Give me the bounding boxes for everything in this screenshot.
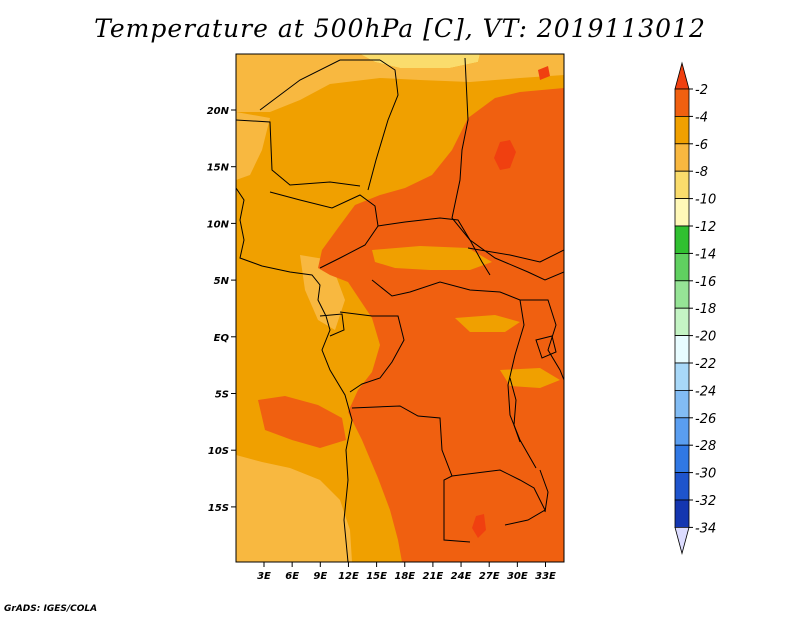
colorbar-label: -24	[695, 384, 716, 399]
lat-tick-label: EQ	[214, 333, 230, 344]
temp-band-8-6-southwest	[236, 455, 352, 562]
grads-credit: GrADS: IGES/COLA	[4, 604, 98, 614]
colorbar-box	[674, 225, 690, 254]
colorbar-label: -16	[695, 275, 716, 290]
lon-tick-label: 15E	[366, 571, 387, 582]
lon-tick-label: 12E	[338, 571, 359, 582]
lat-tick-label: 15S	[208, 503, 229, 514]
colorbar-label: -6	[695, 138, 708, 153]
colorbar-label: -28	[695, 439, 716, 454]
border-mali-niger	[236, 119, 361, 187]
colorbar-label: -2	[695, 83, 708, 98]
temp-band-4-2-patch-east	[372, 220, 410, 255]
lat-tick-label: 5S	[215, 390, 229, 401]
lat-tick-label: 10S	[208, 446, 229, 457]
lon-tick-label: 18E	[394, 571, 415, 582]
colorbar-top-arrow	[674, 61, 690, 90]
temp-band-above-2-spot-1	[494, 140, 516, 170]
colorbar-label: -26	[695, 412, 716, 427]
lake-malawi	[539, 469, 549, 513]
colorbar-label: -20	[695, 330, 716, 345]
border-sudan-south	[467, 247, 564, 263]
colorbar-box	[674, 252, 690, 282]
temperature-field	[236, 54, 564, 562]
temp-band-4-2-patch-west	[258, 396, 346, 448]
colorbar-bottom-arrow	[674, 527, 690, 555]
colorbar-box	[674, 88, 690, 117]
temp-band-8-6-north	[236, 54, 564, 112]
temp-band-6-4-inlet	[372, 246, 492, 270]
colorbar-label: -22	[695, 357, 716, 372]
border-angola	[351, 405, 471, 543]
lon-tick-label: 30E	[507, 571, 528, 582]
lake-victoria	[535, 335, 557, 359]
lat-tick-label: 5N	[214, 276, 230, 287]
border-congo	[339, 311, 405, 393]
colorbar-box	[674, 499, 690, 528]
lon-tick-label: 9E	[313, 571, 327, 582]
lon-tick-label: 24E	[451, 571, 472, 582]
colorbar-box	[674, 198, 690, 227]
temp-band-10-8	[360, 54, 480, 68]
colorbar-box	[674, 417, 690, 446]
lat-tick-label: 10N	[207, 219, 230, 230]
border-zambia	[451, 469, 546, 526]
colorbar-label: -18	[695, 302, 716, 317]
colorbar-label: -34	[695, 521, 716, 536]
colorbar-box	[674, 389, 690, 419]
temp-band-6-4-inlet-2	[455, 315, 520, 332]
colorbar-box	[674, 307, 690, 337]
border-drc-east	[507, 299, 537, 469]
colorbar-label: -8	[695, 165, 708, 180]
colorbar-box	[674, 335, 690, 364]
temp-band-4-2-main	[318, 88, 564, 562]
lon-tick-label: 21E	[423, 571, 444, 582]
map-title: Temperature at 500hPa [C], VT: 201911301…	[94, 14, 706, 43]
border-algeria-mali	[259, 59, 380, 111]
colorbar-label: -14	[695, 247, 716, 262]
lon-tick-label: 33E	[535, 571, 556, 582]
border-nigeria	[269, 191, 379, 269]
colorbar-label: -10	[695, 193, 716, 208]
colorbar-box	[674, 170, 690, 199]
colorbar-box	[674, 116, 690, 145]
border-niger-chad	[367, 59, 399, 191]
temp-band-above-2-spot-3	[538, 66, 550, 80]
colorbar-box	[674, 280, 690, 309]
colorbar-box	[674, 444, 690, 474]
lon-tick-label: 3E	[257, 571, 271, 582]
lon-tick-label: 6E	[285, 571, 299, 582]
colorbar-label: -12	[695, 220, 716, 235]
colorbar-box	[674, 472, 690, 501]
lat-tick-label: 15N	[207, 163, 230, 174]
map-axes: 3E 6E 9E 12E 15E 18E 21E 24E 27E 30E 33E 20N 15N 10N 5…	[207, 106, 556, 582]
border-cameroon-car	[377, 217, 564, 281]
lon-tick-label: 27E	[479, 571, 500, 582]
border-gabon	[319, 313, 345, 337]
colorbar-label: -30	[695, 467, 716, 482]
lat-tick-label: 20N	[207, 106, 230, 117]
colorbar-label: -4	[695, 110, 708, 125]
colorbar-box	[674, 143, 690, 172]
temp-band-above-2-spot-2	[472, 514, 486, 538]
country-borders	[236, 57, 564, 562]
colorbar-box	[674, 362, 690, 391]
temp-band-6-4-inlet-3	[500, 368, 560, 388]
colorbar: -2 -4 -6 -8 -10 -12 -14 -16 -18 -20 -22 -24 -26 -28 -3…	[674, 61, 716, 555]
border-car-drc	[371, 279, 545, 301]
lake-tanganyika	[509, 377, 521, 443]
border-chad-sudan	[451, 57, 491, 276]
colorbar-label: -32	[695, 494, 716, 509]
temp-band-8-6-west	[236, 112, 270, 180]
coastline-west	[236, 187, 353, 562]
map-frame	[235, 53, 565, 563]
